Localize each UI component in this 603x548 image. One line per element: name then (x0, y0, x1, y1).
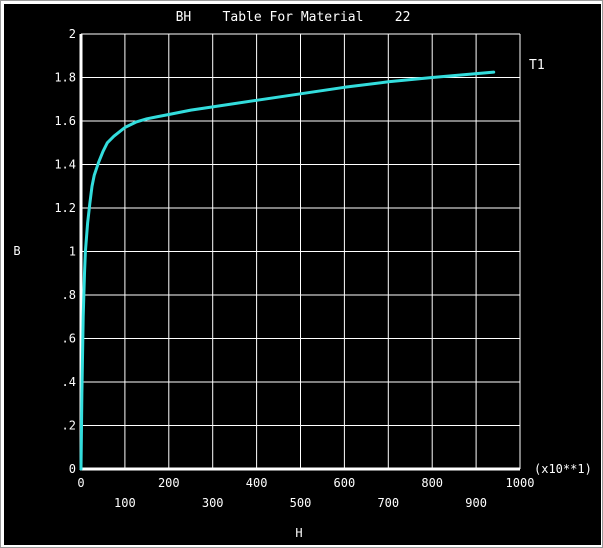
y-tick-label: .4 (62, 375, 76, 389)
y-tick-label: 2 (69, 27, 76, 41)
y-tick-label: .2 (62, 419, 76, 433)
y-axis-label: B (13, 244, 20, 258)
series-lines (79, 70, 496, 471)
y-tick-label: .6 (62, 332, 76, 346)
x-axis-label: H (295, 526, 302, 540)
legend-label-t1: T1 (529, 58, 545, 73)
series-line-t1 (79, 70, 496, 471)
x-tick-label-upper: 1000 (506, 476, 535, 490)
grid-lines (81, 34, 520, 469)
x-tick-label-lower: 700 (377, 496, 399, 510)
x-tick-labels: 0 200 400 600 800 1000 100 300 500 700 900 (77, 476, 534, 510)
y-tick-labels: 0 .2 .4 .6 .8 1 1.2 1.4 1.6 1.8 2 (54, 27, 76, 476)
y-tick-label: 1.4 (54, 158, 76, 172)
x-tick-label-upper: 200 (158, 476, 180, 490)
y-tick-label: 0 (69, 462, 76, 476)
y-tick-label: 1.8 (54, 71, 76, 85)
y-tick-label: 1.2 (54, 201, 76, 215)
x-tick-label-upper: 600 (334, 476, 356, 490)
chart-title: BH Table For Material 22 (176, 10, 411, 25)
x-axis-multiplier-label: (x10**1) (534, 462, 592, 476)
x-tick-label-lower: 900 (465, 496, 487, 510)
x-tick-label-lower: 500 (290, 496, 312, 510)
x-tick-label-upper: 800 (421, 476, 443, 490)
y-tick-label: 1 (69, 245, 76, 259)
y-tick-label: .8 (62, 288, 76, 302)
x-tick-label-lower: 300 (202, 496, 224, 510)
y-tick-label: 1.6 (54, 114, 76, 128)
bh-chart: 0 .2 .4 .6 .8 1 1.2 1.4 1.6 1.8 2 0 200 400 600 800 100… (4, 4, 601, 545)
x-tick-label-upper: 0 (77, 476, 84, 490)
x-tick-label-upper: 400 (246, 476, 268, 490)
x-tick-label-lower: 100 (114, 496, 136, 510)
